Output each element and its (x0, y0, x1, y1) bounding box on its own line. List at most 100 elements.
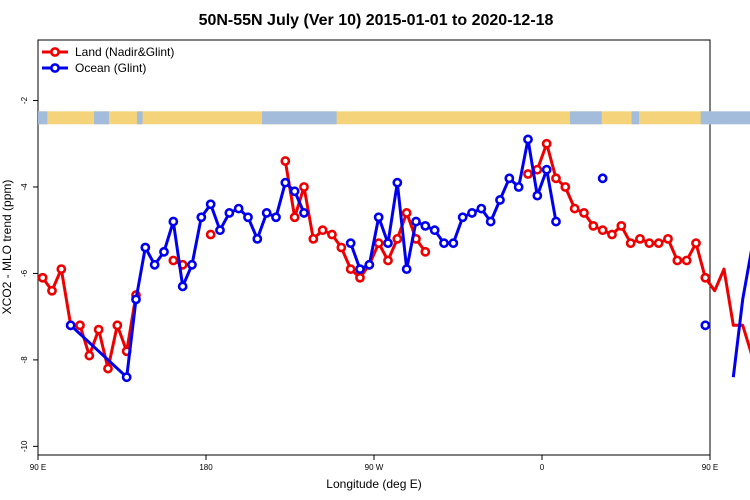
point-ocean (373, 212, 384, 223)
series-line-land (527, 142, 750, 355)
ocean-segment (94, 111, 109, 125)
y-tick-label: -8 (20, 356, 29, 364)
ocean-segment (631, 111, 640, 125)
series-layer (37, 134, 750, 383)
ocean-segment (262, 111, 337, 125)
point-ocean (485, 216, 496, 227)
point-land (112, 320, 123, 331)
point-land (588, 220, 599, 231)
legend-marker-ocean (50, 63, 60, 73)
point-ocean (420, 220, 431, 231)
point-land (289, 212, 300, 223)
series-land (37, 138, 750, 374)
ocean-segment (700, 111, 750, 125)
point-ocean (513, 182, 524, 192)
point-land (280, 156, 291, 166)
point-ocean (177, 281, 188, 292)
point-ocean (523, 134, 533, 145)
x-tick-label: 90 E (30, 463, 46, 472)
point-ocean (439, 238, 449, 249)
point-ocean (504, 173, 515, 184)
y-tick-label: -4 (20, 183, 29, 191)
point-land (168, 255, 179, 266)
point-ocean (532, 190, 543, 201)
point-ocean (411, 216, 421, 227)
point-ocean (345, 238, 356, 249)
point-ocean (289, 186, 300, 197)
point-land (560, 182, 571, 192)
legend-item-ocean: Ocean (Glint) (42, 61, 146, 75)
point-land (47, 285, 57, 296)
y-axis: -10 -8 -6 -4 -2 (20, 96, 38, 452)
point-land (653, 238, 664, 249)
point-land (579, 208, 589, 218)
point-ocean (467, 208, 477, 218)
point-land (551, 173, 561, 184)
x-tick-label: 0 (540, 463, 545, 472)
point-ocean (271, 212, 281, 223)
land-strip (38, 111, 710, 125)
point-land (37, 272, 48, 283)
point-ocean (551, 216, 561, 227)
point-land (663, 233, 673, 244)
point-land (401, 208, 412, 218)
y-tick-label: -2 (20, 96, 29, 104)
point-ocean (65, 320, 76, 331)
series-line-ocean (731, 250, 750, 378)
legend-item-land: Land (Nadir&Glint) (42, 45, 174, 59)
point-ocean (252, 233, 263, 244)
x-tick-label: 90 E (702, 463, 718, 472)
point-ocean (121, 372, 132, 383)
point-ocean (429, 225, 440, 236)
point-ocean (224, 208, 235, 218)
point-ocean (149, 259, 160, 270)
point-land (597, 225, 608, 236)
point-land (420, 246, 431, 257)
point-ocean (476, 203, 487, 214)
point-land (373, 238, 384, 249)
point-ocean (168, 216, 179, 227)
point-ocean (495, 195, 505, 205)
point-ocean (355, 264, 365, 275)
point-ocean (140, 242, 151, 253)
ocean-segment (570, 111, 602, 125)
x-axis-label: Longitude (deg E) (326, 477, 421, 491)
point-land (56, 264, 67, 275)
y-tick-label: -10 (20, 440, 29, 452)
point-ocean (299, 208, 309, 218)
legend-label-ocean: Ocean (Glint) (75, 61, 146, 75)
point-ocean (541, 164, 552, 175)
point-land (355, 272, 365, 283)
ocean-segment (38, 111, 48, 125)
point-ocean (700, 320, 711, 331)
point-ocean (196, 212, 207, 223)
point-land (205, 229, 216, 240)
point-land (635, 233, 645, 244)
point-land (299, 182, 309, 192)
point-land (541, 138, 552, 149)
point-ocean (392, 177, 403, 188)
y-axis-label: XCO2 - MLO trend (ppm) (0, 180, 14, 315)
point-land (672, 255, 683, 266)
point-land (327, 229, 337, 240)
x-tick-label: 180 (199, 463, 213, 472)
point-ocean (597, 173, 608, 184)
point-ocean (448, 238, 459, 249)
point-ocean (280, 177, 291, 188)
point-land (616, 220, 627, 231)
point-land (523, 169, 533, 179)
point-ocean (457, 212, 468, 223)
point-ocean (233, 203, 244, 214)
point-land (644, 238, 655, 249)
point-land (700, 272, 711, 283)
land-ocean-mask (38, 111, 750, 125)
point-ocean (243, 212, 253, 223)
point-ocean (401, 264, 412, 275)
x-axis: 90 E 180 90 W 0 90 E (30, 455, 718, 472)
point-land (607, 229, 617, 240)
point-ocean (131, 294, 141, 305)
legend-marker-land (50, 47, 60, 57)
series-ocean (65, 134, 750, 383)
ocean-segment (136, 111, 143, 125)
point-ocean (364, 259, 375, 270)
